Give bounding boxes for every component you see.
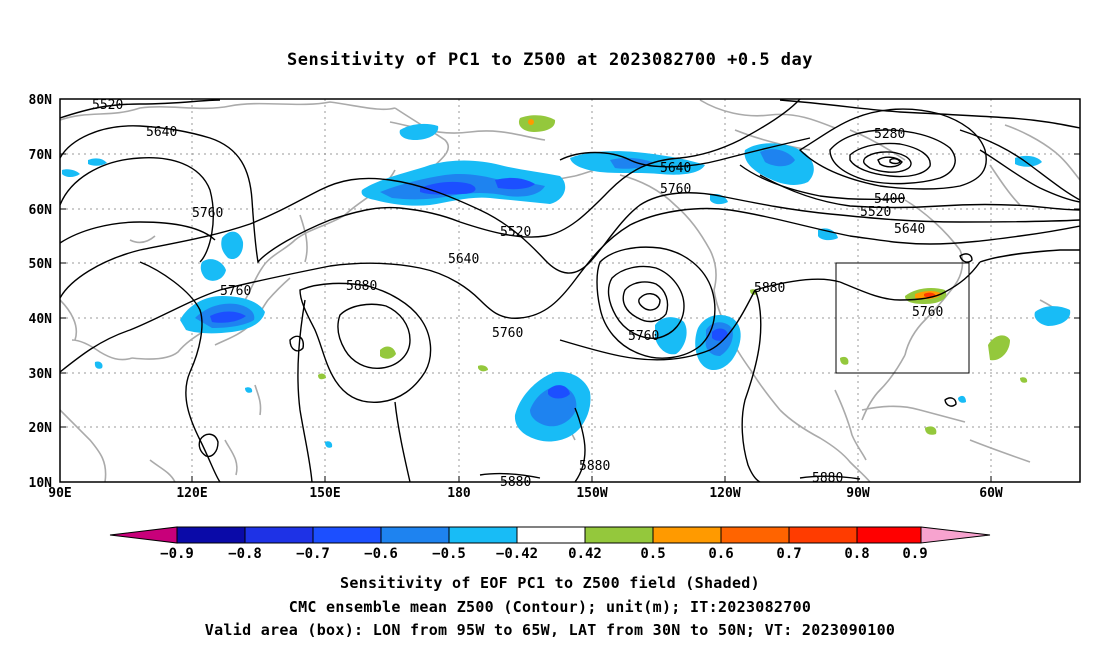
colorbar-box: [856, 526, 922, 544]
plot-frame: [59, 98, 1081, 483]
colorbar-tick-label: −0.9: [160, 546, 194, 562]
contour-label: 5400: [874, 192, 905, 207]
lat-label: 70N: [29, 148, 53, 163]
colorbar-tick-label: 0.5: [640, 546, 665, 562]
colorbar-tick-label: −0.42: [496, 546, 538, 562]
contour-label: 5760: [660, 182, 691, 197]
lat-label: 50N: [29, 257, 53, 272]
colorbar-box: [312, 526, 382, 544]
caption-line-3: Valid area (box): LON from 95W to 65W, L…: [204, 621, 896, 639]
colorbar-box: [380, 526, 450, 544]
z500-contours: [60, 99, 1080, 482]
colorbar-box: [788, 526, 858, 544]
contour-label: 5640: [660, 161, 691, 176]
contour-label: 5640: [448, 252, 479, 267]
colorbar-right-arrow: [920, 526, 991, 544]
contour-label: 5760: [628, 329, 659, 344]
contour-label: 5880: [579, 459, 610, 474]
lon-label: 60W: [979, 486, 1003, 501]
lon-label: 150E: [309, 486, 340, 501]
lat-label: 10N: [29, 476, 53, 491]
lon-label: 90W: [846, 486, 870, 501]
colorbar-tick-label: −0.6: [364, 546, 398, 562]
contour-label: 5880: [812, 471, 843, 486]
contour-label: 5520: [92, 98, 123, 113]
contour-label: 5640: [146, 125, 177, 140]
contour-label: 5520: [860, 205, 891, 220]
lat-labels: 80N 70N 60N 50N 40N 30N 20N 10N: [29, 93, 53, 491]
colorbar-box: [176, 526, 246, 544]
axis-ticks: [60, 98, 1080, 483]
contour-label: 5760: [220, 284, 251, 299]
colorbar-box: [516, 526, 586, 544]
colorbar-box: [720, 526, 790, 544]
colorbar-left-arrow: [109, 526, 178, 544]
contour-label: 5880: [346, 279, 377, 294]
sensitivity-shading: [62, 115, 1071, 448]
lat-label: 30N: [29, 367, 53, 382]
contour-label: 5640: [894, 222, 925, 237]
lat-label: 40N: [29, 312, 53, 327]
contour-label: 5280: [874, 127, 905, 142]
contour-label: 5760: [912, 305, 943, 320]
colorbar-box: [244, 526, 314, 544]
lon-label: 90E: [48, 486, 71, 501]
valid-area-box: [835, 262, 970, 374]
lon-label: 120W: [709, 486, 740, 501]
lon-label: 120E: [176, 486, 207, 501]
lat-label: 60N: [29, 203, 53, 218]
lon-label: 180: [447, 486, 471, 501]
lat-label: 20N: [29, 421, 53, 436]
lon-labels: 90E 120E 150E 180 150W 120W 90W 60W: [48, 486, 1003, 501]
lon-label: 150W: [576, 486, 607, 501]
chart-title: Sensitivity of PC1 to Z500 at 2023082700…: [286, 50, 813, 70]
contour-label: 5520: [500, 225, 531, 240]
colorbar-tick-label: 0.7: [776, 546, 801, 562]
colorbar-tick-label: 0.42: [568, 546, 602, 562]
lat-label: 80N: [29, 93, 53, 108]
colorbar-box: [584, 526, 654, 544]
caption-line-1: Sensitivity of EOF PC1 to Z500 field (Sh…: [340, 574, 760, 592]
colorbar-tick-label: 0.6: [708, 546, 733, 562]
colorbar-tick-label: 0.8: [844, 546, 869, 562]
contour-label: 5760: [492, 326, 523, 341]
colorbar: −0.9 −0.8 −0.7 −0.6 −0.5 −0.42 0.42 0.5 …: [109, 526, 991, 562]
contour-label: 5880: [754, 281, 785, 296]
colorbar-box: [652, 526, 722, 544]
contour-label: 5760: [192, 206, 223, 221]
colorbar-tick-label: −0.5: [432, 546, 466, 562]
contour-labels: 5520 5640 5760 5760 5280 5640 5760 5400 …: [92, 98, 943, 490]
colorbar-box: [448, 526, 518, 544]
colorbar-tick-label: −0.8: [228, 546, 262, 562]
caption-line-2: CMC ensemble mean Z500 (Contour); unit(m…: [288, 598, 812, 616]
colorbar-tick-label: −0.7: [296, 546, 330, 562]
colorbar-tick-label: 0.9: [902, 546, 927, 562]
